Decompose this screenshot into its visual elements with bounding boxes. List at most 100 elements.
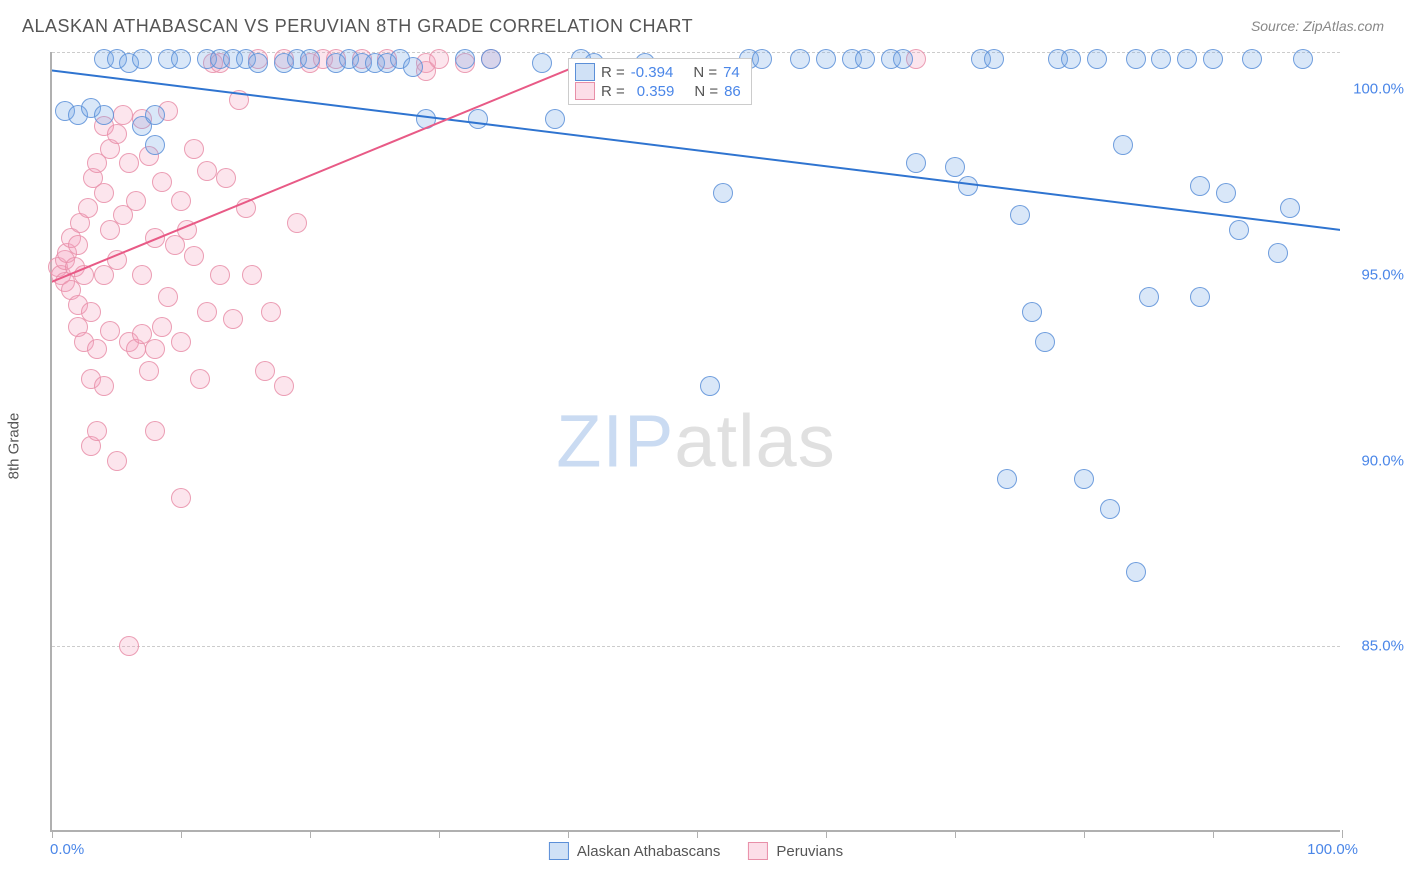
r-value-athabascan: -0.394 — [631, 64, 674, 81]
data-point — [1190, 176, 1210, 196]
data-point — [139, 361, 159, 381]
data-point — [1177, 49, 1197, 69]
data-point — [242, 265, 262, 285]
data-point — [545, 109, 565, 129]
data-point — [1074, 469, 1094, 489]
data-point — [107, 451, 127, 471]
data-point — [1229, 220, 1249, 240]
data-point — [945, 157, 965, 177]
y-axis-label: 8th Grade — [6, 413, 23, 480]
data-point — [1190, 287, 1210, 307]
swatch-pink-icon — [748, 842, 768, 860]
data-point — [177, 220, 197, 240]
data-point — [145, 339, 165, 359]
x-tick-mark — [310, 830, 311, 838]
x-tick-min: 0.0% — [50, 841, 84, 858]
data-point — [752, 49, 772, 69]
data-point — [94, 183, 114, 203]
data-point — [984, 49, 1004, 69]
data-point — [997, 469, 1017, 489]
data-point — [700, 376, 720, 396]
data-point — [416, 109, 436, 129]
data-point — [1242, 49, 1262, 69]
data-point — [184, 139, 204, 159]
correlation-legend: R = -0.394 N = 74 R = 0.359 N = 86 — [568, 58, 752, 105]
data-point — [1113, 135, 1133, 155]
data-point — [906, 153, 926, 173]
data-point — [1268, 243, 1288, 263]
swatch-blue-icon — [575, 63, 595, 81]
chart-title: ALASKAN ATHABASCAN VS PERUVIAN 8TH GRADE… — [22, 16, 693, 36]
data-point — [1280, 198, 1300, 218]
data-point — [126, 191, 146, 211]
data-point — [107, 124, 127, 144]
data-point — [145, 228, 165, 248]
data-point — [1139, 287, 1159, 307]
data-point — [223, 309, 243, 329]
data-point — [113, 105, 133, 125]
data-point — [429, 49, 449, 69]
x-tick-mark — [439, 830, 440, 838]
data-point — [274, 376, 294, 396]
x-tick-max: 100.0% — [1307, 841, 1358, 858]
source-label: Source: ZipAtlas.com — [1251, 18, 1384, 34]
data-point — [713, 183, 733, 203]
series-b-name: Peruvians — [776, 843, 843, 860]
data-point — [158, 287, 178, 307]
data-point — [1126, 49, 1146, 69]
data-point — [145, 135, 165, 155]
legend-row-athabascan: R = -0.394 N = 74 — [575, 63, 741, 81]
data-point — [229, 90, 249, 110]
data-point — [87, 421, 107, 441]
data-point — [300, 49, 320, 69]
data-point — [1035, 332, 1055, 352]
x-tick-mark — [955, 830, 956, 838]
x-tick-mark — [1213, 830, 1214, 838]
r-label: R = — [601, 64, 625, 81]
data-point — [1126, 562, 1146, 582]
data-point — [132, 49, 152, 69]
data-point — [171, 488, 191, 508]
data-point — [1010, 205, 1030, 225]
data-point — [790, 49, 810, 69]
data-point — [81, 302, 101, 322]
swatch-pink-icon — [575, 82, 595, 100]
y-tick-label: 85.0% — [1348, 638, 1404, 655]
series-legend: Alaskan Athabascans Peruvians — [549, 842, 843, 860]
data-point — [455, 49, 475, 69]
data-point — [94, 376, 114, 396]
data-point — [190, 369, 210, 389]
data-point — [1151, 49, 1171, 69]
data-point — [236, 198, 256, 218]
data-point — [107, 250, 127, 270]
data-point — [261, 302, 281, 322]
n-label: N = — [693, 64, 717, 81]
data-point — [210, 265, 230, 285]
x-tick-mark — [826, 830, 827, 838]
data-point — [100, 321, 120, 341]
data-point — [468, 109, 488, 129]
data-point — [532, 53, 552, 73]
data-point — [152, 172, 172, 192]
data-point — [287, 213, 307, 233]
r-value-peruvian: 0.359 — [631, 83, 675, 100]
data-point — [893, 49, 913, 69]
data-point — [171, 191, 191, 211]
r-label: R = — [601, 83, 625, 100]
y-tick-label: 100.0% — [1348, 81, 1404, 98]
data-point — [171, 332, 191, 352]
data-point — [145, 105, 165, 125]
n-value-athabascan: 74 — [723, 64, 740, 81]
data-point — [171, 49, 191, 69]
data-point — [87, 339, 107, 359]
data-point — [68, 235, 88, 255]
x-tick-mark — [697, 830, 698, 838]
data-point — [1100, 499, 1120, 519]
data-point — [1203, 49, 1223, 69]
data-point — [119, 153, 139, 173]
data-point — [132, 265, 152, 285]
data-point — [197, 302, 217, 322]
x-tick-mark — [52, 830, 53, 838]
trend-lines — [52, 52, 1340, 830]
data-point — [1061, 49, 1081, 69]
